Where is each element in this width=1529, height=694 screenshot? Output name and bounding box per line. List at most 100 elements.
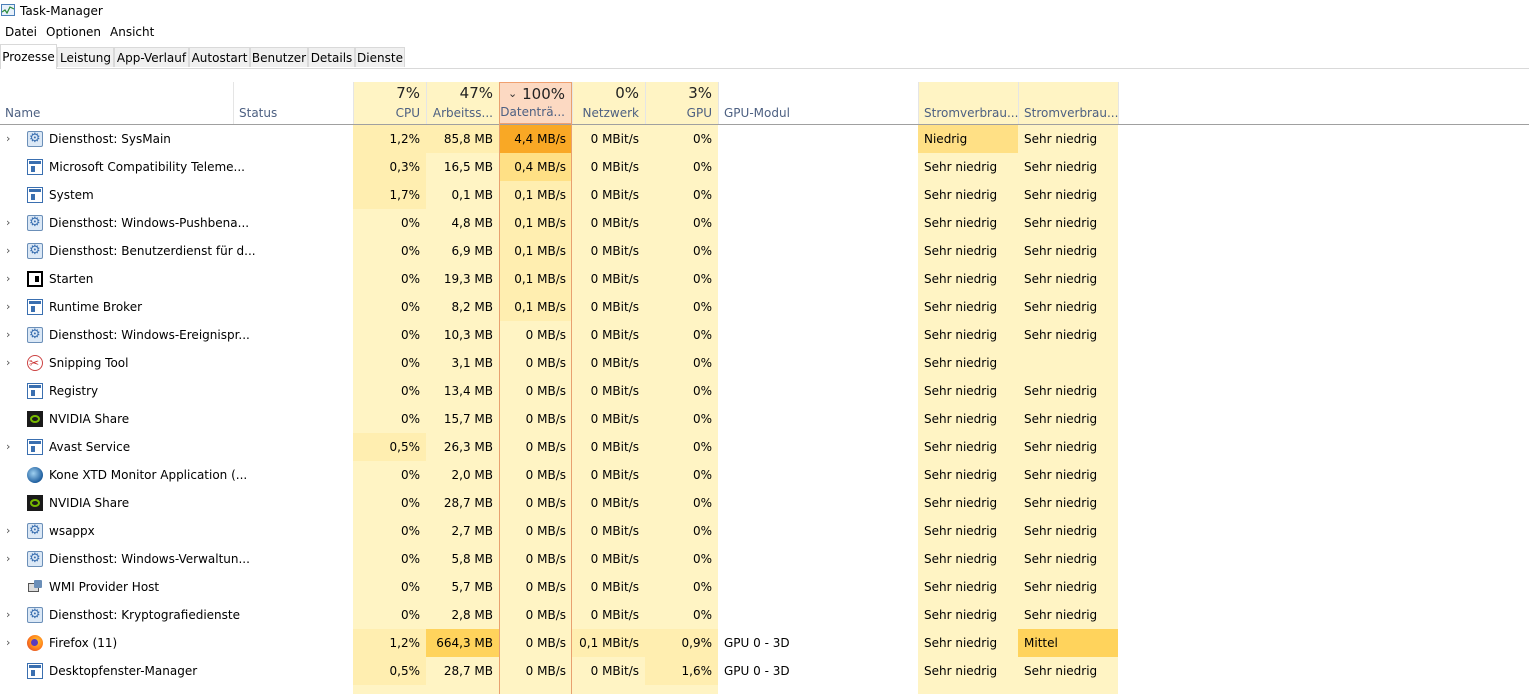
header-power[interactable]: Stromverbrau... bbox=[918, 82, 1018, 124]
cell-power: Sehr niedrig bbox=[924, 580, 998, 594]
cell-disk: 0,1 MB/s bbox=[499, 181, 572, 209]
expand-chevron-icon[interactable]: › bbox=[6, 636, 11, 649]
cell-power-trend: Sehr niedrig bbox=[1024, 412, 1098, 426]
process-row[interactable]: NVIDIA Share 0% 15,7 MB 0 MB/s 0 MBit/s 0% Seh… bbox=[0, 405, 1529, 433]
tab-autostart[interactable]: Autostart bbox=[189, 47, 250, 67]
column-tint-power-trend bbox=[1018, 82, 1118, 694]
tab-details[interactable]: Details bbox=[308, 47, 355, 67]
process-name: wsappx bbox=[49, 524, 95, 538]
expand-chevron-icon[interactable]: › bbox=[6, 244, 11, 257]
header-power-trend[interactable]: Stromverbrau... bbox=[1018, 82, 1118, 124]
cell-disk: 0 MB/s bbox=[525, 496, 566, 510]
process-row[interactable]: › Firefox (11) 1,2% 664,3 MB 0 MB/s 0,1 MBit/… bbox=[0, 629, 1529, 657]
window-icon bbox=[27, 187, 43, 203]
process-name: Microsoft Compatibility Teleme... bbox=[49, 160, 245, 174]
cell-disk: 0,1 MB/s bbox=[499, 293, 572, 321]
cell-net: 0 MBit/s bbox=[590, 440, 639, 454]
expand-chevron-icon[interactable]: › bbox=[6, 272, 11, 285]
process-row[interactable]: › Runtime Broker 0% 8,2 MB 0,1 MB/s 0 MBit/s 0… bbox=[0, 293, 1529, 321]
cell-net: 0,1 MBit/s bbox=[572, 629, 645, 657]
process-row[interactable]: › Diensthost: Kryptografiedienste 0% 2,8 MB… bbox=[0, 601, 1529, 629]
cell-power: Sehr niedrig bbox=[924, 300, 998, 314]
process-row[interactable]: Desktopfenster-Manager 0,5% 28,7 MB 0 MB/s 0… bbox=[0, 657, 1529, 685]
process-name: NVIDIA Share bbox=[49, 412, 130, 426]
expand-chevron-icon[interactable]: › bbox=[6, 440, 11, 453]
cell-mem: 664,3 MB bbox=[426, 629, 499, 657]
tab-prozesse[interactable]: Prozesse bbox=[0, 44, 57, 69]
expand-chevron-icon[interactable]: › bbox=[6, 300, 11, 313]
process-row[interactable]: › wsappx 0% 2,7 MB 0 MB/s 0 MBit/s 0% Sehr nied… bbox=[0, 517, 1529, 545]
cell-net: 0 MBit/s bbox=[590, 496, 639, 510]
cell-disk: 0 MB/s bbox=[525, 412, 566, 426]
cell-cpu: 0,3% bbox=[353, 153, 426, 181]
cell-net: 0 MBit/s bbox=[590, 580, 639, 594]
tab-leistung[interactable]: Leistung bbox=[57, 47, 114, 67]
header-memory-label: Arbeitss... bbox=[432, 106, 493, 120]
menu-datei[interactable]: Datei bbox=[5, 25, 38, 39]
cell-cpu: 0% bbox=[400, 468, 420, 482]
cell-power: Sehr niedrig bbox=[924, 552, 998, 566]
process-row[interactable]: › Avast Service 0,5% 26,3 MB 0 MB/s 0 MBit/s 0… bbox=[0, 433, 1529, 461]
cell-gpu-engine bbox=[718, 209, 918, 237]
column-header-row: Name Status 7% CPU 47% Arbeitss... ⌄ 100… bbox=[0, 82, 1529, 125]
gear-icon bbox=[27, 523, 43, 539]
header-name-label: Name bbox=[5, 106, 41, 120]
cell-disk: 0,4 MB/s bbox=[499, 153, 572, 181]
cell-power-trend: Sehr niedrig bbox=[1024, 440, 1098, 454]
cell-cpu: 0% bbox=[400, 216, 420, 230]
process-name: Snipping Tool bbox=[49, 356, 129, 370]
expand-chevron-icon[interactable]: › bbox=[6, 524, 11, 537]
cell-power-trend: Sehr niedrig bbox=[1024, 468, 1098, 482]
header-cpu[interactable]: 7% CPU bbox=[353, 82, 426, 124]
cell-disk: 0,1 MB/s bbox=[499, 209, 572, 237]
process-row[interactable]: › Snipping Tool 0% 3,1 MB 0 MB/s 0 MBit/s 0% Se… bbox=[0, 349, 1529, 377]
process-row[interactable]: Microsoft Compatibility Teleme... 0,3% 16,… bbox=[0, 153, 1529, 181]
cell-mem: 3,1 MB bbox=[451, 356, 493, 370]
header-power-label: Stromverbrau... bbox=[924, 106, 1019, 120]
cell-disk: 0,1 MB/s bbox=[499, 237, 572, 265]
gear-icon bbox=[27, 215, 43, 231]
expand-chevron-icon[interactable]: › bbox=[6, 356, 11, 369]
menu-ansicht[interactable]: Ansicht bbox=[110, 25, 155, 39]
column-tint-mem bbox=[426, 82, 499, 694]
process-row[interactable]: WMI Provider Host 0% 5,7 MB 0 MB/s 0 MBit/s 0… bbox=[0, 573, 1529, 601]
header-network[interactable]: 0% Netzwerk bbox=[572, 82, 645, 124]
header-filler bbox=[1118, 82, 1529, 124]
cell-gpu-engine bbox=[718, 265, 918, 293]
process-row[interactable]: › Diensthost: Windows-Verwaltun... 0% 5,8 M… bbox=[0, 545, 1529, 573]
header-gpu[interactable]: 3% GPU bbox=[645, 82, 718, 124]
gear-icon bbox=[27, 551, 43, 567]
tab-dienste[interactable]: Dienste bbox=[355, 47, 405, 67]
header-network-percent: 0% bbox=[615, 84, 639, 102]
header-status[interactable]: Status bbox=[233, 82, 353, 124]
process-row[interactable]: NVIDIA Share 0% 28,7 MB 0 MB/s 0 MBit/s 0% Seh… bbox=[0, 489, 1529, 517]
process-row[interactable]: Registry 0% 13,4 MB 0 MB/s 0 MBit/s 0% Sehr ni… bbox=[0, 377, 1529, 405]
cell-power: Sehr niedrig bbox=[924, 216, 998, 230]
process-row[interactable]: › Diensthost: Windows-Pushbena... 0% 4,8 MB… bbox=[0, 209, 1529, 237]
expand-chevron-icon[interactable]: › bbox=[6, 132, 11, 145]
expand-chevron-icon[interactable]: › bbox=[6, 216, 11, 229]
menu-optionen[interactable]: Optionen bbox=[46, 25, 102, 39]
header-disk[interactable]: ⌄ 100% Datenträ... bbox=[499, 82, 572, 124]
header-memory[interactable]: 47% Arbeitss... bbox=[426, 82, 499, 124]
process-row[interactable]: System 1,7% 0,1 MB 0,1 MB/s 0 MBit/s 0% Sehr n… bbox=[0, 181, 1529, 209]
cell-gpu-engine bbox=[718, 293, 918, 321]
expand-chevron-icon[interactable]: › bbox=[6, 328, 11, 341]
cell-gpu-engine: GPU 0 - 3D bbox=[724, 664, 790, 678]
cell-gpu: 0% bbox=[692, 552, 712, 566]
process-row[interactable]: › Starten 0% 19,3 MB 0,1 MB/s 0 MBit/s 0% Sehr … bbox=[0, 265, 1529, 293]
process-row[interactable]: › Diensthost: Windows-Ereignispr... 0% 10,3… bbox=[0, 321, 1529, 349]
header-gpu-engine[interactable]: GPU-Modul bbox=[718, 82, 918, 124]
expand-chevron-icon[interactable]: › bbox=[6, 608, 11, 621]
process-row[interactable]: › Diensthost: Benutzerdienst für d... 0% 6,… bbox=[0, 237, 1529, 265]
cell-net: 0 MBit/s bbox=[590, 356, 639, 370]
window-icon bbox=[27, 383, 43, 399]
process-row[interactable]: › Diensthost: SysMain 1,2%85,8 MB4,4 MB/s 0… bbox=[0, 125, 1529, 153]
process-row[interactable]: Kone XTD Monitor Application (... 0% 2,0 M… bbox=[0, 461, 1529, 489]
tab-app-verlauf[interactable]: App-Verlauf bbox=[114, 47, 189, 67]
cell-gpu-engine bbox=[718, 153, 918, 181]
header-name[interactable]: Name bbox=[0, 82, 233, 124]
expand-chevron-icon[interactable]: › bbox=[6, 552, 11, 565]
cell-power-trend: Sehr niedrig bbox=[1024, 244, 1098, 258]
tab-benutzer[interactable]: Benutzer bbox=[250, 47, 308, 67]
